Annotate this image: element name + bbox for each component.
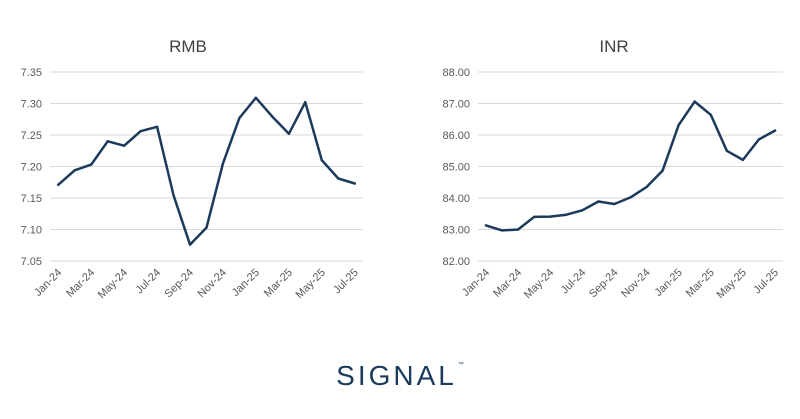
data-point: [304, 101, 307, 104]
data-point: [90, 163, 93, 166]
data-point: [693, 100, 696, 103]
data-point: [709, 113, 712, 117]
data-point: [661, 169, 664, 172]
x-tick-label: Mar-25: [684, 267, 717, 300]
inr-chart-panel: INR 82.00 83.00 84.00 85.00 86.00 87.00 88.00 Ja…: [400, 0, 800, 340]
data-point: [287, 132, 291, 135]
y-tick-label: 7.15: [21, 193, 42, 205]
x-tick-label: Jan-24: [460, 267, 492, 299]
y-tick-label: 7.10: [21, 225, 42, 237]
x-tick-label: Mar-24: [64, 267, 97, 300]
chart-title: INR: [599, 37, 628, 56]
data-point: [188, 243, 192, 246]
data-point: [205, 226, 208, 229]
logo-wordmark: SIGNAL: [336, 360, 457, 391]
data-point: [122, 144, 126, 147]
data-point: [320, 159, 323, 162]
data-point: [645, 185, 648, 189]
data-point: [73, 169, 76, 172]
x-tick-label: Mar-24: [491, 267, 524, 300]
x-tick-label: Sep-24: [163, 267, 197, 301]
trademark-symbol: ™: [457, 362, 464, 368]
data-point: [629, 196, 632, 199]
data-point: [106, 140, 109, 143]
rmb-chart-panel: RMB 7.05 7.10 7.15 7.20 7.25 7.30 7.35 Jan-24 Mar…: [0, 0, 400, 340]
y-tick-label: 7.35: [21, 67, 42, 79]
y-tick-label: 82.00: [442, 256, 470, 268]
data-point: [581, 209, 584, 212]
x-tick-label: Jan-25: [653, 267, 685, 299]
data-point: [677, 123, 680, 127]
x-tick-label: Jan-24: [32, 267, 64, 299]
data-point: [773, 129, 777, 132]
data-point: [353, 182, 356, 185]
x-tick-label: Nov-24: [196, 267, 230, 301]
data-point: [484, 224, 488, 227]
x-tick-label: May-25: [715, 267, 749, 301]
data-point: [238, 116, 241, 120]
y-tick-label: 7.30: [21, 99, 42, 111]
y-tick-label: 84.00: [442, 193, 470, 205]
x-tick-label: Jul-24: [134, 267, 164, 297]
data-point: [221, 162, 225, 165]
data-point: [337, 177, 340, 180]
x-tick-label: May-25: [294, 267, 328, 301]
y-tick-label: 83.00: [442, 225, 470, 237]
x-tick-label: May-24: [522, 267, 556, 301]
data-point: [597, 200, 600, 203]
series-line: [56, 96, 357, 246]
data-point: [565, 213, 568, 216]
x-tick-label: Jul-24: [559, 267, 589, 297]
x-tick-label: Sep-24: [587, 267, 621, 301]
data-point: [549, 215, 552, 218]
y-tick-label: 88.00: [442, 67, 470, 79]
data-point: [757, 138, 761, 141]
x-tick-label: May-24: [96, 267, 130, 301]
x-tick-label: Mar-25: [262, 267, 295, 300]
data-point: [271, 115, 274, 118]
x-tick-label: Jan-25: [230, 267, 262, 299]
chart-title: RMB: [169, 37, 207, 56]
data-point: [139, 130, 142, 133]
data-point: [254, 96, 258, 100]
y-tick-label: 7.25: [21, 130, 42, 142]
x-tick-label: Jul-25: [751, 267, 781, 297]
y-tick-label: 85.00: [442, 162, 470, 174]
data-point: [613, 202, 616, 206]
y-tick-label: 7.05: [21, 256, 42, 268]
data-point: [516, 228, 520, 231]
inr-line-chart: INR 82.00 83.00 84.00 85.00 86.00 87.00 88.00 Ja…: [442, 37, 783, 301]
data-point: [725, 149, 728, 152]
y-tick-label: 86.00: [442, 130, 470, 142]
y-tick-label: 7.20: [21, 162, 42, 174]
data-point: [500, 229, 504, 232]
data-point: [57, 183, 60, 186]
data-point: [172, 194, 175, 197]
data-point: [741, 158, 745, 162]
data-point: [533, 215, 536, 219]
signal-logo: SIGNAL ™: [0, 360, 800, 392]
x-tick-label: Jul-25: [331, 267, 361, 297]
data-point: [155, 125, 159, 128]
x-tick-label: Nov-24: [619, 267, 653, 301]
y-tick-label: 87.00: [442, 99, 470, 111]
